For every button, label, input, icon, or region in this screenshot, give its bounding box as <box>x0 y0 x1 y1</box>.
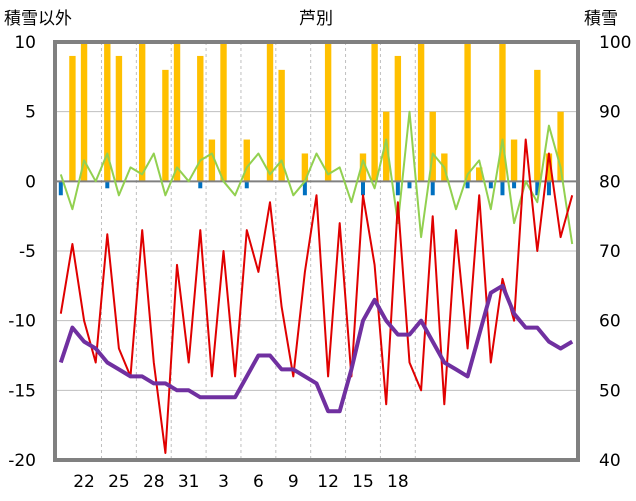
precip-bar <box>500 181 505 196</box>
sunshine-bar <box>417 42 425 182</box>
sunshine-bar <box>162 69 169 182</box>
right-axis-label: 積雪 <box>584 9 618 29</box>
x-tick: 28 <box>143 472 165 492</box>
sunshine-bar <box>278 69 285 182</box>
sunshine-bar <box>371 42 378 182</box>
precip-bar <box>105 181 110 189</box>
y-tick-right: 60 <box>599 312 621 332</box>
sunshine-bar <box>394 55 402 182</box>
x-tick: 22 <box>73 472 95 492</box>
sunshine-bar <box>208 139 216 182</box>
precip-bar <box>488 181 493 189</box>
precip-bar <box>430 181 435 196</box>
x-tick: 18 <box>387 472 409 492</box>
precip-bar <box>512 181 517 189</box>
sunshine-bar <box>464 42 471 182</box>
y-tick-right: 80 <box>599 172 621 192</box>
precip-bar <box>302 181 307 196</box>
snow-depth-line <box>58 283 574 414</box>
y-tick-left: -15 <box>8 381 36 401</box>
sunshine-bar <box>220 42 227 182</box>
y-tick-left: 0 <box>25 172 36 192</box>
x-tick: 12 <box>317 472 339 492</box>
sunshine-bar <box>476 167 483 182</box>
sunshine-bar <box>138 42 146 182</box>
sunshine-bar <box>197 55 204 182</box>
precip-bar <box>360 181 365 196</box>
sunshine-bar <box>243 139 250 182</box>
y-tick-left: -5 <box>19 242 36 262</box>
sunshine-bar <box>104 42 111 182</box>
plot-frame <box>53 40 580 462</box>
sunshine-bar <box>266 42 274 182</box>
x-tick: 9 <box>288 472 299 492</box>
wind-line <box>59 110 574 245</box>
precip-bar <box>58 181 63 196</box>
x-tick: 15 <box>352 472 374 492</box>
y-tick-left: 5 <box>25 103 36 123</box>
series-lines <box>55 110 578 454</box>
sunshine-bar <box>545 153 553 182</box>
y-tick-left: -10 <box>8 312 36 332</box>
left-y-ticks: 10 5 0 -5 -10 -15 -20 <box>8 33 36 471</box>
right-y-ticks: 100 90 80 70 60 50 40 <box>599 33 631 471</box>
precip-bar <box>535 181 540 196</box>
y-tick-left: -20 <box>8 451 36 471</box>
sunshine-bars <box>69 42 564 182</box>
precip-bar <box>465 181 470 189</box>
sunshine-bar <box>510 139 518 182</box>
y-tick-right: 90 <box>599 103 621 123</box>
precip-bars <box>58 181 551 196</box>
y-tick-right: 100 <box>599 33 631 53</box>
y-tick-right: 40 <box>599 451 621 471</box>
sunshine-bar <box>301 153 309 182</box>
sunshine-bar <box>359 153 367 182</box>
x-tick: 3 <box>218 472 229 492</box>
sunshine-bar <box>534 69 541 182</box>
x-tick: 31 <box>178 472 200 492</box>
precip-bar <box>407 181 412 189</box>
precip-bar <box>546 181 551 196</box>
precip-bar <box>198 181 203 189</box>
sunshine-bar <box>324 42 332 182</box>
y-tick-left: 10 <box>14 33 36 53</box>
sunshine-bar <box>69 55 76 182</box>
x-ticks: 22 25 28 31 3 6 9 12 15 18 <box>73 472 408 492</box>
sunshine-bar <box>499 42 506 182</box>
precip-bar <box>395 181 400 196</box>
x-tick: 6 <box>253 472 264 492</box>
x-tick: 25 <box>108 472 130 492</box>
y-tick-right: 50 <box>599 381 621 401</box>
sunshine-bar <box>557 111 564 182</box>
left-axis-label: 積雪以外 <box>4 9 72 29</box>
precip-bar <box>244 181 249 189</box>
sunshine-bar <box>80 42 88 182</box>
chart-title: 芦別 <box>299 9 333 29</box>
sunshine-bar <box>429 111 436 182</box>
sunshine-bar <box>173 42 181 182</box>
y-tick-right: 70 <box>599 242 621 262</box>
sunshine-bar <box>115 55 123 182</box>
